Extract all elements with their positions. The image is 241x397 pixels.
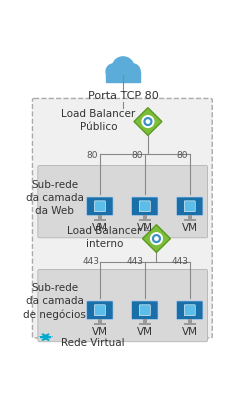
- FancyBboxPatch shape: [184, 305, 195, 316]
- Text: Sub-rede
da camada
de negócios: Sub-rede da camada de negócios: [23, 283, 86, 320]
- Text: VM: VM: [182, 223, 198, 233]
- Bar: [188, 319, 192, 322]
- Text: VM: VM: [137, 327, 153, 337]
- Polygon shape: [134, 108, 162, 135]
- Text: Load Balancer
interno: Load Balancer interno: [67, 226, 142, 249]
- Polygon shape: [142, 225, 170, 252]
- FancyBboxPatch shape: [132, 197, 158, 216]
- Circle shape: [121, 68, 135, 82]
- Text: Porta TCP 80: Porta TCP 80: [88, 91, 159, 101]
- Text: ·  ·  ·: · · ·: [38, 334, 54, 340]
- Bar: [94, 219, 106, 221]
- Bar: [98, 215, 102, 219]
- Text: VM: VM: [92, 223, 108, 233]
- Bar: [188, 215, 192, 219]
- Circle shape: [112, 57, 134, 79]
- Circle shape: [125, 64, 140, 79]
- Bar: [184, 322, 196, 325]
- FancyBboxPatch shape: [139, 305, 150, 316]
- FancyBboxPatch shape: [139, 201, 150, 212]
- Circle shape: [146, 120, 150, 123]
- Bar: [94, 322, 106, 325]
- FancyBboxPatch shape: [132, 301, 158, 320]
- Circle shape: [155, 237, 158, 240]
- FancyBboxPatch shape: [38, 166, 208, 238]
- Bar: [106, 71, 140, 82]
- Circle shape: [142, 116, 154, 127]
- Bar: [139, 322, 151, 325]
- FancyBboxPatch shape: [87, 197, 113, 216]
- Text: VM: VM: [92, 327, 108, 337]
- Text: Sub-rede
da camada
da Web: Sub-rede da camada da Web: [26, 179, 84, 216]
- Text: VM: VM: [137, 223, 153, 233]
- Text: 80: 80: [86, 151, 98, 160]
- FancyBboxPatch shape: [184, 201, 195, 212]
- Bar: [143, 215, 147, 219]
- Bar: [184, 219, 196, 221]
- Text: VM: VM: [182, 327, 198, 337]
- Text: 443: 443: [82, 257, 99, 266]
- Bar: [139, 219, 151, 221]
- Text: Rede Virtual: Rede Virtual: [61, 338, 125, 348]
- FancyBboxPatch shape: [177, 197, 203, 216]
- Text: 443: 443: [172, 257, 189, 266]
- Circle shape: [112, 68, 126, 82]
- Text: 80: 80: [176, 151, 188, 160]
- Circle shape: [144, 118, 152, 125]
- FancyBboxPatch shape: [177, 301, 203, 320]
- Text: Load Balancer
Público: Load Balancer Público: [61, 109, 135, 132]
- FancyBboxPatch shape: [94, 305, 105, 316]
- Circle shape: [106, 64, 121, 79]
- Circle shape: [153, 235, 160, 243]
- Bar: [143, 319, 147, 322]
- Bar: [98, 319, 102, 322]
- Text: 80: 80: [131, 151, 143, 160]
- FancyBboxPatch shape: [33, 98, 212, 338]
- FancyBboxPatch shape: [87, 301, 113, 320]
- Circle shape: [151, 233, 162, 245]
- FancyBboxPatch shape: [94, 201, 105, 212]
- Text: 443: 443: [127, 257, 144, 266]
- FancyBboxPatch shape: [38, 270, 208, 342]
